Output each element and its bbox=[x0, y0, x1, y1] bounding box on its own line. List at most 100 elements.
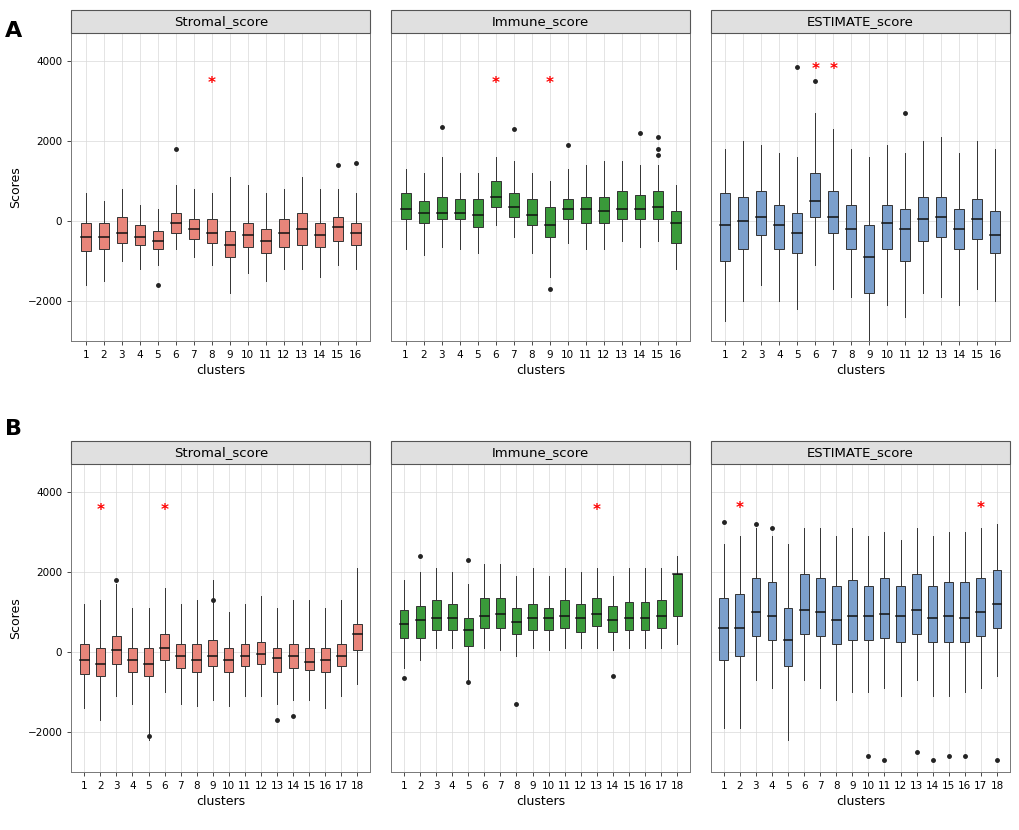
Bar bbox=[454, 199, 464, 219]
Bar bbox=[351, 223, 361, 245]
X-axis label: clusters: clusters bbox=[196, 364, 246, 377]
Bar bbox=[718, 598, 728, 660]
Text: A: A bbox=[5, 21, 22, 41]
Bar bbox=[79, 644, 89, 674]
Text: *: * bbox=[735, 500, 743, 515]
Bar bbox=[240, 644, 249, 666]
Bar bbox=[544, 207, 554, 237]
Bar bbox=[562, 199, 572, 219]
Text: Stromal_score: Stromal_score bbox=[173, 15, 268, 28]
Bar bbox=[193, 644, 201, 672]
Bar bbox=[773, 205, 784, 249]
Bar bbox=[278, 219, 288, 247]
Bar bbox=[81, 223, 91, 251]
Bar bbox=[135, 225, 145, 245]
Bar bbox=[207, 219, 217, 243]
Bar bbox=[224, 648, 233, 672]
Bar bbox=[935, 197, 946, 237]
Bar bbox=[272, 648, 281, 672]
Bar bbox=[431, 600, 440, 630]
Bar bbox=[544, 608, 552, 630]
Bar bbox=[879, 578, 888, 638]
Y-axis label: Scores: Scores bbox=[9, 597, 22, 639]
Bar bbox=[288, 644, 298, 668]
Bar bbox=[480, 598, 488, 628]
Bar bbox=[559, 600, 569, 628]
Bar bbox=[751, 578, 759, 636]
Bar bbox=[991, 570, 1001, 628]
FancyBboxPatch shape bbox=[71, 441, 370, 464]
Bar bbox=[767, 582, 775, 640]
Bar bbox=[989, 211, 1000, 253]
Bar bbox=[321, 648, 329, 672]
Bar bbox=[652, 191, 662, 219]
Bar bbox=[640, 602, 649, 630]
Bar bbox=[400, 193, 410, 219]
X-axis label: clusters: clusters bbox=[516, 795, 565, 808]
Bar bbox=[799, 574, 808, 634]
Bar bbox=[153, 231, 163, 249]
Bar bbox=[305, 648, 313, 670]
Bar bbox=[399, 610, 408, 638]
Text: *: * bbox=[491, 76, 499, 90]
Bar bbox=[881, 205, 892, 249]
FancyBboxPatch shape bbox=[391, 441, 689, 464]
Bar bbox=[846, 205, 856, 249]
Text: Stromal_score: Stromal_score bbox=[173, 446, 268, 459]
Bar bbox=[528, 604, 536, 630]
Bar bbox=[495, 598, 504, 628]
Text: *: * bbox=[976, 500, 984, 515]
Bar bbox=[189, 219, 199, 239]
Bar bbox=[332, 217, 342, 241]
Bar bbox=[99, 223, 109, 249]
Bar bbox=[112, 636, 120, 664]
Bar bbox=[257, 642, 265, 664]
Bar bbox=[927, 586, 936, 642]
X-axis label: clusters: clusters bbox=[516, 364, 565, 377]
Bar bbox=[634, 195, 644, 219]
X-axis label: clusters: clusters bbox=[835, 795, 884, 808]
Text: *: * bbox=[810, 61, 818, 76]
Text: *: * bbox=[828, 61, 837, 76]
Bar bbox=[176, 644, 184, 668]
Text: *: * bbox=[592, 503, 600, 518]
Bar bbox=[171, 213, 180, 233]
Bar bbox=[580, 197, 590, 223]
X-axis label: clusters: clusters bbox=[835, 364, 884, 377]
Bar bbox=[847, 580, 856, 640]
Bar bbox=[447, 604, 457, 630]
Bar bbox=[336, 644, 345, 666]
Bar bbox=[738, 197, 748, 249]
Bar bbox=[783, 608, 792, 666]
Bar bbox=[315, 223, 324, 247]
Bar bbox=[297, 213, 307, 245]
Bar bbox=[416, 606, 424, 638]
Bar bbox=[971, 199, 981, 239]
Text: *: * bbox=[545, 76, 553, 90]
FancyBboxPatch shape bbox=[391, 10, 689, 33]
Bar bbox=[719, 193, 730, 261]
Bar bbox=[624, 602, 633, 630]
Bar bbox=[261, 229, 270, 253]
Bar bbox=[827, 191, 838, 233]
Bar bbox=[243, 223, 253, 247]
Text: B: B bbox=[5, 419, 22, 439]
Bar bbox=[490, 181, 500, 207]
Bar bbox=[160, 634, 169, 660]
Bar bbox=[592, 598, 600, 626]
Bar bbox=[863, 225, 873, 293]
Bar bbox=[418, 201, 428, 223]
Bar bbox=[224, 231, 234, 257]
Bar bbox=[576, 604, 585, 632]
Bar bbox=[208, 640, 217, 666]
Bar bbox=[117, 217, 126, 243]
Bar bbox=[954, 209, 963, 249]
Bar bbox=[960, 582, 968, 642]
Bar bbox=[975, 578, 984, 636]
Bar bbox=[353, 624, 362, 650]
Bar bbox=[144, 648, 153, 676]
Bar bbox=[944, 582, 952, 642]
Bar bbox=[128, 648, 137, 672]
Bar bbox=[671, 211, 680, 243]
Bar bbox=[815, 578, 823, 636]
